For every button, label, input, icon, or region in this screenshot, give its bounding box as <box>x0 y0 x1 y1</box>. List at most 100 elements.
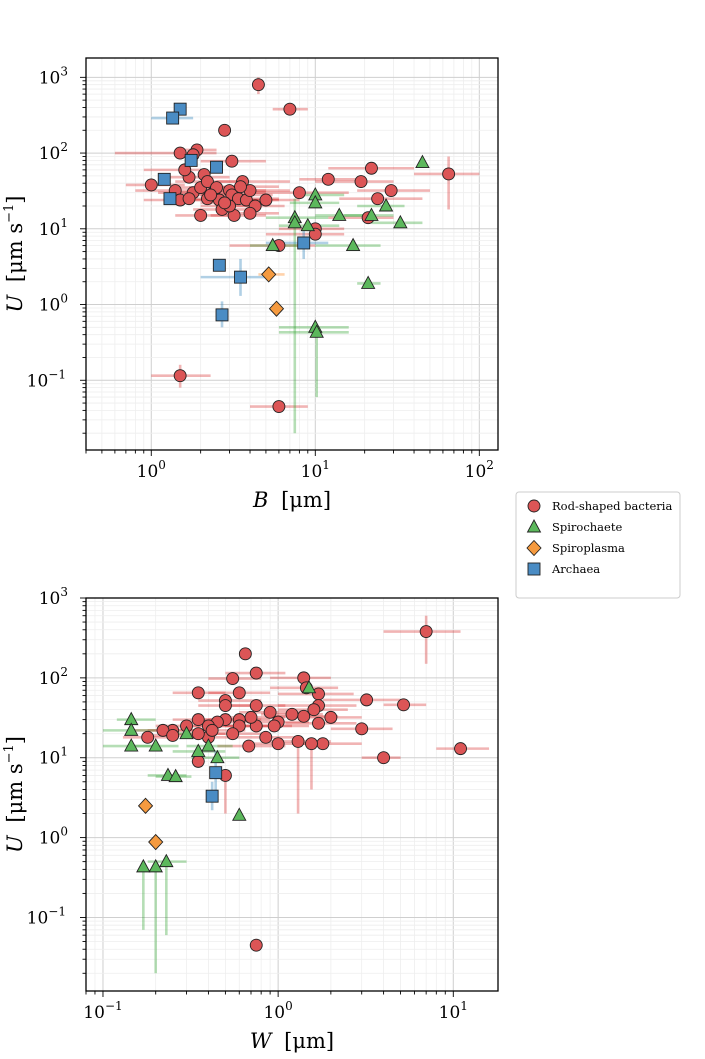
data-point-spirochaete <box>210 749 225 764</box>
data-point-rod <box>316 737 330 751</box>
data-point-rod <box>371 192 385 206</box>
x-axis-unit: [μm] <box>284 1029 334 1053</box>
data-point-rod <box>454 742 467 756</box>
y-axis-exponent: −1 <box>2 744 17 763</box>
data-point-archaea <box>184 153 198 167</box>
data-point-rod <box>397 698 410 712</box>
y-axis-label-w: U [μm s−1] <box>2 736 27 853</box>
data-point-rod <box>355 722 369 736</box>
data-point-rod <box>312 716 325 730</box>
y-tick-label: 10−1 <box>27 904 66 928</box>
data-point-rod <box>291 734 305 748</box>
data-point-rod <box>297 709 311 723</box>
legend: Rod-shaped bacteria Spirochaete Spiroplasm… <box>515 491 681 599</box>
y-axis-unit: [μm s <box>3 223 27 282</box>
data-point-rod <box>191 727 205 741</box>
x-axis-label-b: B [μm] <box>252 488 331 512</box>
data-point-spirochaete <box>179 725 194 740</box>
legend-marker-archaea <box>527 562 541 576</box>
data-point-archaea <box>205 789 219 803</box>
data-point-rod <box>442 167 456 181</box>
data-point-spirochaete <box>148 858 163 873</box>
data-point-rod <box>259 730 273 744</box>
legend-label: Archaea <box>551 562 600 576</box>
data-point-spirochaete <box>159 853 174 868</box>
data-point-rod <box>292 186 306 200</box>
data-point-rod <box>249 699 263 713</box>
data-point-spirochaete <box>378 198 394 212</box>
data-point-spirochaete <box>287 214 303 229</box>
data-point-rod <box>312 687 325 701</box>
legend-item-rod: Rod-shaped bacteria <box>527 499 672 513</box>
data-point-rod <box>234 180 247 194</box>
error-bars-w <box>102 615 490 974</box>
data-point-rod <box>377 751 391 765</box>
data-point-rod <box>419 625 433 639</box>
markers-b <box>144 78 456 413</box>
y-tick-label: 100 <box>39 292 68 316</box>
axes-frame-w <box>85 597 499 992</box>
data-point-rod <box>200 175 214 189</box>
data-point-rod <box>225 154 239 168</box>
legend-marker-spirochaete <box>526 519 542 533</box>
legend-label: Spiroplasma <box>552 541 625 555</box>
legend-marker-rod <box>527 499 541 513</box>
y-tick-label: 102 <box>39 665 68 689</box>
x-tick-label: 102 <box>465 458 494 482</box>
data-point-rod <box>242 739 256 753</box>
x-tick-label: 100 <box>137 458 166 482</box>
y-tick-label: 103 <box>39 64 68 88</box>
plot-panel-b: 100 101 102 10−1 100 101 102 103 B [μm] U [μm s… <box>2 57 499 512</box>
data-point-rod <box>243 206 257 220</box>
data-point-spiroplasma <box>268 300 285 317</box>
y-tick-label: 101 <box>39 216 68 240</box>
data-point-archaea <box>215 308 229 322</box>
data-point-rod <box>305 737 318 751</box>
data-point-spirochaete <box>191 743 206 757</box>
data-point-rod <box>232 686 246 700</box>
ticks-b: 100 101 102 10−1 100 101 102 103 <box>27 64 494 482</box>
data-point-rod <box>271 737 285 751</box>
y-tick-label: 100 <box>39 825 68 849</box>
data-point-rod <box>321 172 335 186</box>
legend-label: Spirochaete <box>552 520 622 534</box>
y-axis-label-b: U [μm s−1] <box>2 196 27 313</box>
data-point-archaea <box>163 192 177 206</box>
data-point-rod <box>191 754 205 768</box>
y-tick-label: 102 <box>39 140 68 164</box>
legend-item-archaea: Archaea <box>527 562 600 576</box>
x-axis-variable: B <box>252 488 268 512</box>
data-point-archaea <box>297 236 311 250</box>
x-tick-label: 10−1 <box>83 999 122 1023</box>
data-point-spirochaete <box>136 858 151 873</box>
markers-w <box>123 625 467 952</box>
data-point-rod <box>191 713 205 727</box>
data-point-rod <box>173 146 187 160</box>
data-point-rod <box>283 102 297 116</box>
data-point-rod <box>354 175 368 189</box>
data-point-spirochaete <box>168 768 183 783</box>
data-point-archaea <box>212 258 226 272</box>
ticks-w: 10−1 100 101 10−1 100 101 102 103 <box>27 585 468 1023</box>
plot-panel-w: 10−1 100 101 10−1 100 101 102 103 W [μm] U [μm … <box>2 585 499 1053</box>
data-point-rod <box>173 369 187 383</box>
data-point-rod <box>263 705 277 719</box>
data-point-rod <box>204 188 218 202</box>
data-point-rod <box>251 78 265 92</box>
data-point-spiroplasma <box>261 266 277 283</box>
data-point-spirochaete <box>364 207 379 221</box>
data-point-rod <box>218 123 232 137</box>
y-axis-variable: U <box>3 293 27 312</box>
data-point-rod <box>238 647 252 661</box>
data-point-rod <box>182 192 196 206</box>
data-point-spiroplasma <box>148 833 164 851</box>
axes-frame-b <box>85 57 499 451</box>
data-point-rod <box>249 938 263 952</box>
x-tick-label: 101 <box>439 999 468 1023</box>
data-point-spirochaete <box>201 738 216 752</box>
y-tick-label: 10−1 <box>27 367 66 391</box>
y-axis-unit: [μm s <box>3 763 27 822</box>
data-point-rod <box>259 193 273 207</box>
y-tick-label: 101 <box>39 745 68 769</box>
data-point-spirochaete <box>415 154 430 168</box>
